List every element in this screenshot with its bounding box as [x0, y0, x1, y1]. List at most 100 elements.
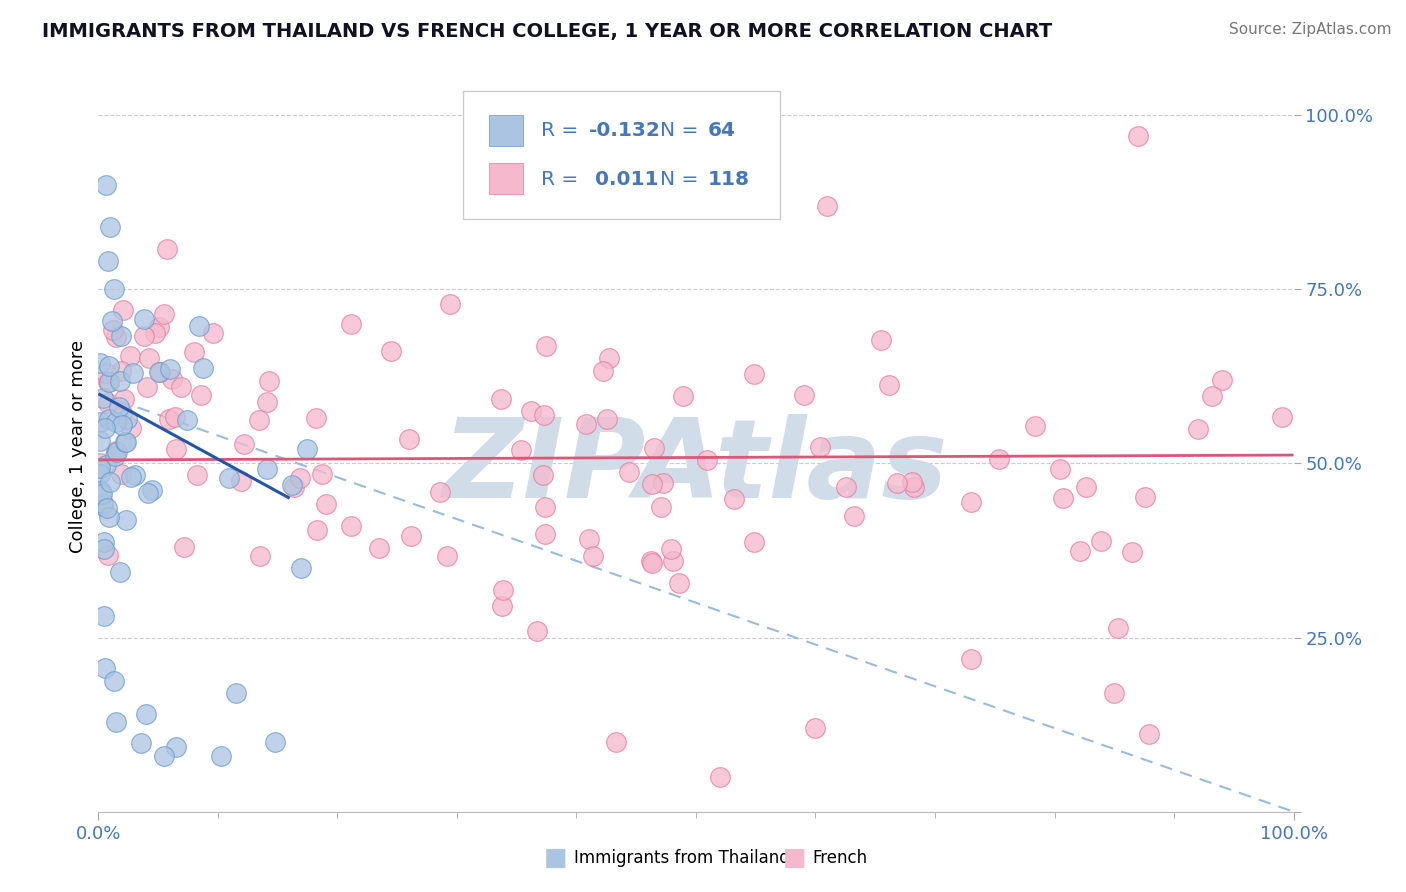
Point	[93, 499, 115, 513]
Point	[94, 366, 117, 380]
Point	[723, 492, 745, 507]
Point	[835, 480, 858, 494]
Point	[201, 326, 224, 340]
Point	[643, 441, 665, 455]
Point	[489, 392, 512, 406]
Point	[121, 421, 143, 435]
Point	[153, 748, 176, 763]
Point	[90, 484, 112, 499]
Point	[1069, 543, 1091, 558]
Point	[132, 329, 155, 343]
Point	[520, 404, 543, 418]
Point	[280, 477, 302, 491]
Point	[160, 372, 183, 386]
Point	[104, 715, 127, 730]
Point	[596, 412, 619, 426]
Point	[290, 561, 312, 575]
Point	[1052, 491, 1074, 505]
Point	[436, 549, 458, 563]
Point	[225, 686, 247, 700]
Point	[307, 523, 329, 537]
Text: ■: ■	[783, 847, 806, 870]
Point	[311, 467, 333, 481]
Point	[120, 470, 142, 484]
Point	[115, 434, 138, 449]
Point	[534, 527, 557, 541]
Point	[641, 556, 664, 570]
Point	[93, 535, 115, 549]
Point	[641, 477, 664, 491]
Point	[110, 565, 132, 579]
Point	[105, 445, 128, 459]
Point	[290, 471, 312, 485]
Point	[143, 326, 166, 340]
Point	[526, 624, 548, 638]
Point	[121, 366, 143, 380]
Point	[1049, 462, 1071, 476]
Point	[165, 442, 187, 457]
Point	[808, 440, 831, 454]
Point	[582, 549, 605, 564]
Text: R =: R =	[541, 169, 585, 188]
Point	[165, 739, 187, 754]
Point	[439, 297, 461, 311]
Point	[94, 661, 117, 675]
Point	[640, 553, 662, 567]
Point	[136, 485, 159, 500]
Point	[617, 465, 640, 479]
Point	[186, 468, 208, 483]
Point	[191, 360, 214, 375]
Point	[89, 415, 111, 429]
Text: 118: 118	[709, 169, 749, 188]
Point	[94, 178, 117, 192]
Point	[218, 471, 240, 485]
Point	[97, 549, 120, 563]
Point	[598, 351, 620, 366]
Point	[1137, 727, 1160, 741]
Point	[870, 333, 893, 347]
Point	[367, 541, 389, 555]
Point	[531, 468, 554, 483]
Point	[89, 356, 111, 370]
Point	[1024, 419, 1046, 434]
Point	[98, 510, 121, 524]
Point	[1074, 480, 1097, 494]
Text: 64: 64	[709, 121, 735, 140]
Point	[156, 242, 179, 256]
Point	[903, 480, 925, 494]
Point	[97, 359, 120, 373]
Point	[340, 519, 363, 533]
Point	[672, 389, 695, 403]
FancyBboxPatch shape	[463, 91, 780, 219]
Point	[112, 303, 135, 318]
Point	[399, 529, 422, 543]
Point	[89, 460, 111, 475]
Point	[111, 417, 134, 432]
Point	[534, 339, 557, 353]
Point	[108, 374, 131, 388]
Point	[256, 462, 278, 476]
Point	[380, 343, 402, 358]
Point	[257, 375, 280, 389]
Point	[696, 453, 718, 467]
Point	[110, 467, 132, 481]
Point	[159, 361, 181, 376]
Point	[1211, 373, 1233, 387]
Point	[533, 500, 555, 515]
Point	[103, 282, 125, 296]
Point	[1090, 533, 1112, 548]
Point	[148, 365, 170, 379]
Point	[510, 443, 533, 458]
Point	[188, 318, 211, 333]
Point	[429, 484, 451, 499]
Point	[149, 365, 172, 379]
Point	[134, 311, 156, 326]
Point	[1107, 621, 1129, 635]
Point	[533, 409, 555, 423]
Text: Immigrants from Thailand: Immigrants from Thailand	[574, 849, 789, 867]
Text: -0.132: -0.132	[589, 121, 661, 140]
Point	[91, 487, 114, 501]
Point	[97, 412, 120, 426]
Point	[1133, 490, 1156, 504]
Point	[229, 474, 252, 488]
